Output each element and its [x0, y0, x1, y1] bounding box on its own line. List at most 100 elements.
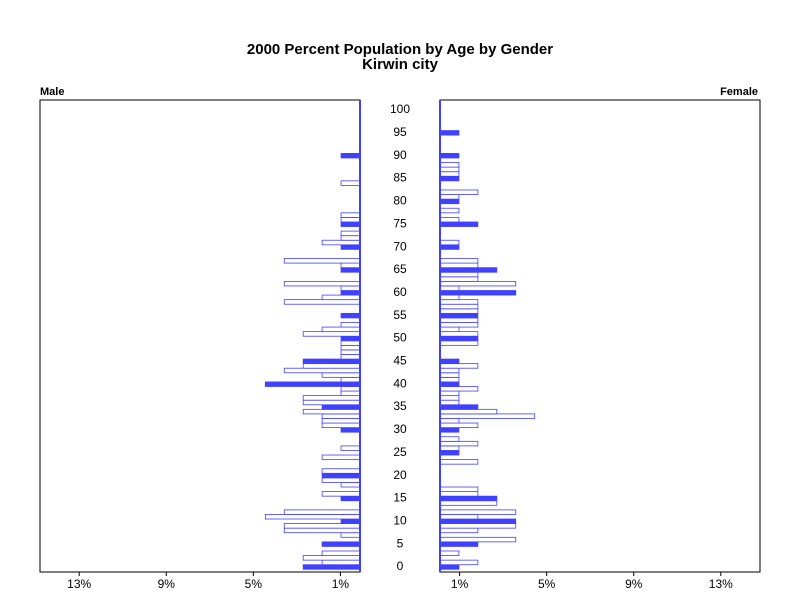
bar [439, 523, 517, 529]
bar [439, 404, 479, 410]
bar [340, 344, 361, 351]
bar [439, 491, 479, 497]
bar [340, 495, 361, 502]
bar [439, 363, 479, 369]
bar [340, 267, 361, 273]
bar [439, 198, 460, 205]
bar [321, 422, 361, 429]
bar [439, 486, 479, 492]
x-tick-label: 1% [332, 577, 350, 591]
bar [439, 175, 460, 182]
bar [302, 408, 361, 415]
x-tick-label: 13% [67, 577, 91, 591]
age-label: 30 [393, 422, 407, 436]
bar [439, 550, 460, 556]
bar [340, 349, 361, 355]
bar [321, 372, 361, 378]
bar [439, 194, 460, 200]
bar [321, 413, 361, 419]
bar [439, 459, 479, 465]
bar [283, 509, 361, 515]
bar [340, 482, 361, 488]
bar [439, 418, 460, 424]
bar [340, 312, 361, 319]
bar [439, 500, 498, 506]
bar [439, 162, 460, 168]
bar [439, 317, 479, 323]
bar [302, 399, 361, 406]
x-tick-label: 13% [709, 577, 733, 591]
bar [321, 418, 361, 424]
bar [302, 555, 361, 561]
bar [340, 221, 361, 227]
bar [439, 395, 460, 401]
bar [340, 216, 361, 223]
age-label: 15 [393, 491, 407, 505]
bar [321, 550, 361, 556]
age-label: 55 [393, 308, 407, 322]
bar [340, 532, 361, 538]
x-tick-label: 5% [538, 577, 556, 591]
bar [439, 312, 479, 319]
bar [340, 235, 361, 241]
age-label: 0 [397, 559, 404, 573]
bar [302, 331, 361, 337]
bar [283, 280, 361, 287]
age-label: 70 [393, 239, 407, 253]
bar [439, 422, 479, 429]
bar [439, 331, 479, 337]
bar [321, 454, 361, 461]
bar [439, 440, 479, 447]
bar [439, 518, 517, 524]
bar [340, 290, 361, 296]
age-label: 20 [393, 468, 407, 482]
chart-subtitle: Kirwin city [362, 56, 439, 73]
bar [439, 267, 498, 273]
bar [439, 326, 460, 333]
bar [264, 381, 361, 387]
bar [340, 262, 361, 269]
bar [439, 381, 460, 387]
panel-label: Female [720, 86, 758, 98]
age-label: 100 [390, 102, 410, 116]
bar [439, 413, 536, 419]
bar [283, 523, 361, 529]
bar [439, 509, 517, 515]
bar [439, 258, 479, 264]
bar [340, 335, 361, 342]
bar [439, 207, 460, 214]
bar [340, 180, 361, 186]
bar [321, 294, 361, 301]
bar [439, 239, 460, 246]
bar [439, 564, 460, 570]
age-label: 60 [393, 285, 407, 299]
age-label: 25 [393, 445, 407, 459]
bar [321, 541, 361, 547]
bar [439, 514, 479, 520]
bar [439, 153, 460, 159]
panel-label: Male [40, 86, 64, 98]
age-label: 50 [393, 331, 407, 345]
bar [439, 290, 517, 296]
bar [439, 436, 460, 442]
bar [439, 244, 460, 250]
bar [302, 395, 361, 401]
bar [439, 335, 479, 342]
bar [283, 299, 361, 305]
bar [340, 427, 361, 433]
bar [283, 527, 361, 534]
bar [439, 299, 479, 305]
bar [439, 221, 479, 227]
bar [439, 399, 460, 406]
bar [439, 559, 479, 566]
bar [439, 216, 460, 223]
bar [439, 280, 517, 287]
bar [340, 445, 361, 451]
bar [439, 390, 460, 397]
bar [321, 404, 361, 410]
age-label: 45 [393, 354, 407, 368]
bar [340, 354, 361, 360]
bar [340, 153, 361, 159]
bar [340, 285, 361, 291]
